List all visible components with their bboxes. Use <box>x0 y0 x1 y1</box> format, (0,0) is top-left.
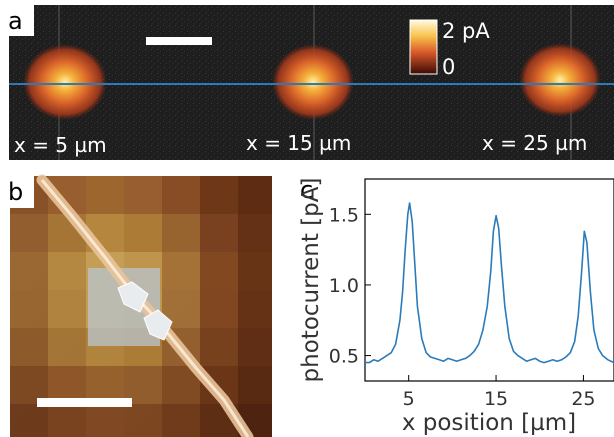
panel-letter-a: a <box>8 7 23 35</box>
y-axis-label: photocurrent [pA] <box>298 178 324 383</box>
y-axis: 0.5 1.0 1.5 <box>329 204 371 368</box>
contact-pad <box>117 281 149 313</box>
spot-label: x = 5 µm <box>14 133 107 157</box>
panel-b: b <box>0 174 272 437</box>
scale-bar <box>146 37 212 45</box>
x-axis: 5 15 25 <box>403 375 596 410</box>
panel-c: c 0.5 1.0 1.5 5 15 25 x position [µm] photoc… <box>298 176 614 436</box>
panel-letter-box <box>0 2 34 36</box>
chart-frame <box>364 178 614 382</box>
x-tick-label: 25 <box>571 388 595 410</box>
panel-letter-c: c <box>300 176 313 204</box>
x-tick-label: 15 <box>484 388 508 410</box>
spot-label: x = 15 µm <box>246 131 351 155</box>
colorbar <box>409 19 438 75</box>
spot-label: x = 25 µm <box>482 131 587 155</box>
y-tick-label: 0.5 <box>329 346 359 368</box>
photocurrent-line <box>365 202 614 364</box>
photocurrent-spot <box>23 44 107 120</box>
panel-letter-b: b <box>8 178 23 206</box>
colorbar-min-label: 0 <box>442 55 455 79</box>
panel-a: 2 pA 0 x = 5 µm x = 15 µm x = 25 µm a <box>0 2 614 160</box>
photocurrent-spot <box>519 43 601 117</box>
panel-letter-box <box>0 174 34 208</box>
x-tick-label: 5 <box>403 388 415 410</box>
colorbar-max-label: 2 pA <box>442 19 490 43</box>
nanowire-edge <box>40 179 250 437</box>
y-tick-label: 1.5 <box>329 204 359 226</box>
chart-series <box>365 202 614 364</box>
photocurrent-spot <box>272 44 354 120</box>
contact-pad <box>143 309 173 341</box>
y-tick-label: 1.0 <box>329 275 359 297</box>
scale-bar <box>37 398 132 407</box>
x-axis-label: x position [µm] <box>402 410 576 436</box>
